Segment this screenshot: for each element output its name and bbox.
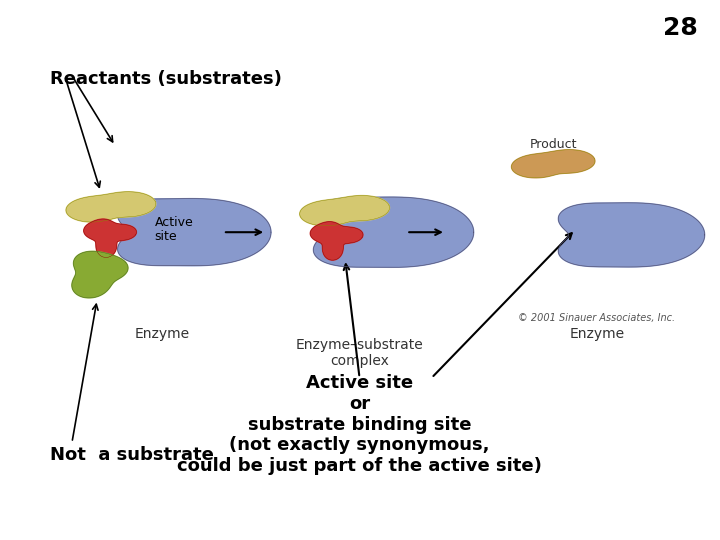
Polygon shape	[66, 192, 156, 222]
Polygon shape	[558, 203, 705, 267]
Polygon shape	[310, 222, 363, 260]
Polygon shape	[313, 197, 474, 267]
Text: Product: Product	[530, 138, 577, 151]
Text: Active
site: Active site	[155, 215, 194, 244]
Text: Active site
or
substrate binding site
(not exactly synonymous,
could be just par: Active site or substrate binding site (n…	[177, 374, 542, 475]
Polygon shape	[72, 251, 128, 298]
Text: Enzyme: Enzyme	[570, 327, 624, 341]
Polygon shape	[300, 195, 390, 226]
Text: © 2001 Sinauer Associates, Inc.: © 2001 Sinauer Associates, Inc.	[518, 313, 675, 323]
Text: Reactants (substrates): Reactants (substrates)	[50, 70, 282, 88]
Polygon shape	[117, 199, 271, 266]
Text: Not  a substrate: Not a substrate	[50, 447, 215, 464]
Polygon shape	[84, 219, 136, 258]
Text: 28: 28	[663, 16, 698, 40]
Text: Enzyme–substrate
complex: Enzyme–substrate complex	[296, 338, 423, 368]
Text: Enzyme: Enzyme	[134, 327, 189, 341]
Polygon shape	[511, 150, 595, 178]
